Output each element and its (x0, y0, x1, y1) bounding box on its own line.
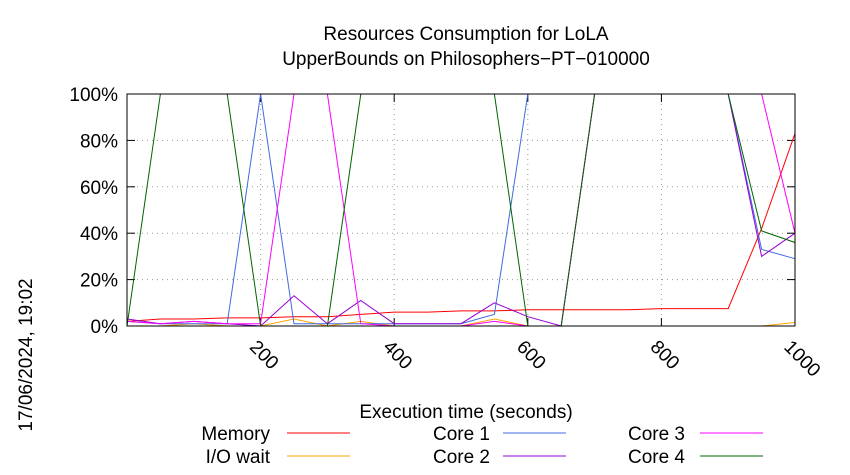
x-tick-label: 200 (245, 337, 282, 374)
y-tick-label: 60% (80, 178, 118, 199)
series-line-core-2 (126, 93, 796, 327)
x-axis-label: Execution time (seconds) (359, 402, 572, 423)
x-tick-label: 800 (646, 337, 683, 374)
legend-label: Core 3 (628, 424, 685, 445)
x-tick-label: 600 (512, 337, 549, 374)
legend-label: Core 1 (433, 424, 490, 445)
y-tick-label: 80% (80, 131, 118, 152)
axis-ticks (127, 93, 796, 327)
plot-frame (126, 93, 796, 327)
series-line-core-3 (126, 93, 796, 327)
y-axis-tick-labels: 0% 20% 40% 60% 80% 100% (69, 85, 118, 338)
series-line-core-4 (126, 93, 796, 327)
x-axis-tick-labels: 200 400 600 800 1000 (245, 337, 824, 382)
y-tick-label: 40% (80, 224, 118, 245)
legend-label: Core 4 (628, 447, 685, 468)
legend-label: I/O wait (206, 447, 271, 468)
legend-label: Memory (201, 424, 270, 445)
y-tick-label: 100% (69, 85, 118, 106)
legend-label: Core 2 (433, 447, 490, 468)
series-lines (126, 93, 796, 327)
chart-subtitle: UpperBounds on Philosophers−PT−010000 (282, 49, 650, 70)
x-tick-label: 400 (379, 337, 416, 374)
grid-lines (127, 94, 795, 326)
y-tick-label: 20% (80, 271, 118, 292)
series-line-core-1 (126, 93, 796, 325)
series-line-memory (126, 133, 796, 322)
x-tick-label: 1000 (779, 337, 824, 382)
y-tick-label: 0% (91, 317, 119, 338)
timestamp-label: 17/06/2024, 19:02 (16, 278, 37, 431)
chart-title: Resources Consumption for LoLA (323, 24, 608, 45)
